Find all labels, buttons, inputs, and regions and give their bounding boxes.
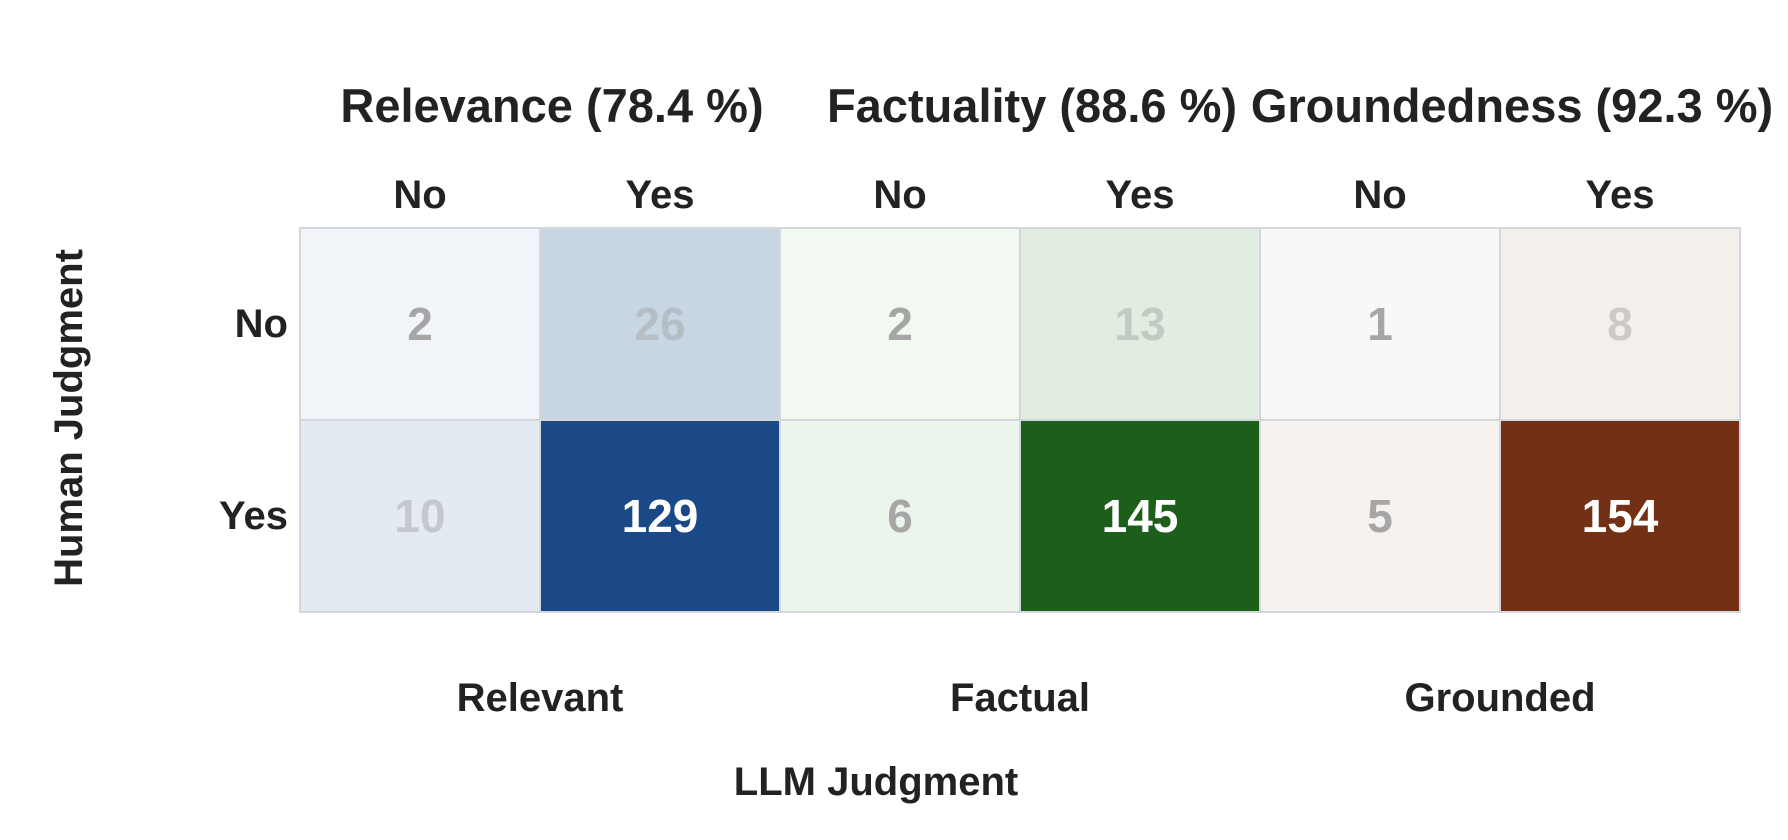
cell-value-label: 129	[622, 490, 699, 542]
column-label: No	[1353, 173, 1406, 217]
cell-value-label: 5	[1367, 490, 1393, 542]
panel-sublabel: Factual	[950, 676, 1090, 720]
column-label: No	[393, 173, 446, 217]
cell-value-label: 2	[887, 298, 913, 350]
x-axis-label: LLM Judgment	[734, 760, 1018, 804]
column-label: No	[873, 173, 926, 217]
cell-value-label: 1	[1367, 298, 1393, 350]
cell-value-label: 154	[1582, 490, 1659, 542]
heatmap-cell	[1019, 227, 1261, 421]
panel-sublabel: Grounded	[1404, 676, 1595, 720]
cell-value-label: 26	[634, 298, 685, 350]
panel-title: Groundedness (92.3 %)	[1251, 79, 1773, 132]
cell-value-label: 10	[394, 490, 445, 542]
column-label: Yes	[1106, 173, 1175, 217]
heatmap-cell	[1499, 419, 1741, 613]
panel-title: Relevance (78.4 %)	[340, 79, 763, 132]
heatmap-cell	[299, 227, 541, 421]
grid-border	[299, 227, 1741, 613]
column-label: Yes	[1586, 173, 1655, 217]
row-label: Yes	[219, 494, 288, 538]
cell-value-label: 8	[1607, 298, 1633, 350]
heatmap-cell	[539, 227, 781, 421]
cell-value-label: 13	[1114, 298, 1165, 350]
y-axis-label: Human Judgment	[47, 249, 91, 587]
cell-value-label: 6	[887, 490, 913, 542]
row-label: No	[235, 302, 288, 346]
column-label: Yes	[626, 173, 695, 217]
cell-value-label: 145	[1102, 490, 1179, 542]
heatmap-cell	[299, 419, 541, 613]
heatmap-cell	[539, 419, 781, 613]
heatmap-cell	[1019, 419, 1261, 613]
heatmap-cell	[779, 227, 1021, 421]
panel-title: Factuality (88.6 %)	[827, 79, 1237, 132]
cell-value-label: 2	[407, 298, 433, 350]
heatmap-cell	[1499, 227, 1741, 421]
panel-sublabel: Relevant	[457, 676, 624, 720]
